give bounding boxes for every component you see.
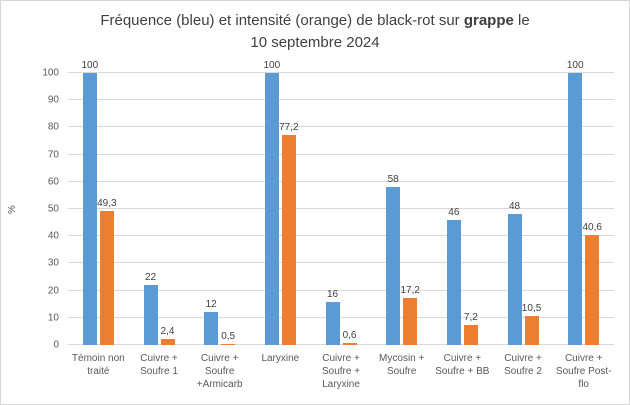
gridline: [68, 262, 614, 264]
plot-area: 100 49,3 22 2,4 12 0,5 100 77,2 16 0,6 58 17,2 46 7,2…: [68, 60, 614, 345]
gridline: [68, 72, 614, 73]
frequency-bar: 16: [325, 289, 340, 345]
bar-group: 100 77,2: [250, 60, 311, 345]
bar-group: 12 0,5: [189, 73, 250, 345]
y-tick-label: 80: [47, 121, 59, 133]
frequency-bar: 100: [264, 60, 280, 345]
category-label: Cuivre + Soufre Post-flo: [555, 353, 612, 390]
frequency-bar: 12: [204, 299, 219, 345]
y-tick-label: 0: [53, 339, 59, 351]
bar-group: 100 49,3: [68, 60, 129, 345]
y-tick-label: 70: [47, 149, 59, 161]
gridline: [68, 235, 614, 237]
bar-group: 58 17,2: [371, 73, 432, 345]
category-label: Cuivre + Soufre + Laryxine: [321, 353, 361, 390]
y-tick-label: 30: [47, 257, 59, 269]
data-label: 100: [566, 60, 584, 71]
bar-groups: 100 49,3 22 2,4 12 0,5 100 77,2 16 0,6 58 17,2 46 7,2…: [68, 60, 614, 345]
chart-title-bold: grappe: [463, 12, 514, 29]
y-tick-label: 100: [42, 67, 59, 79]
frequency-bar: 22: [143, 272, 158, 345]
bar-group: 22 2,4: [129, 73, 190, 345]
chart-title-line1: Fréquence (bleu) et intensité (orange) d…: [31, 10, 599, 32]
y-tick-label: 50: [47, 203, 59, 215]
gridline: [68, 153, 614, 155]
data-label: 12: [205, 299, 217, 311]
y-tick-label: 20: [47, 285, 59, 297]
data-label: 7,2: [463, 312, 478, 324]
frequency-bar: 100: [567, 60, 584, 345]
x-axis-labels: Témoin non traité Cuivre + Soufre 1 Cuivre…: [68, 352, 614, 391]
y-tick-label: 10: [47, 312, 59, 324]
data-label: 46: [448, 206, 460, 218]
y-axis: 0 10 20 30 40 50 60 70 80 90 100: [1, 68, 59, 351]
gridline: [68, 316, 614, 318]
chart-title-suffix: le: [513, 12, 530, 29]
bar-group: 100 40,6: [553, 60, 614, 345]
data-label: 77,2: [279, 122, 299, 133]
data-label: 10,5: [521, 303, 542, 315]
data-label: 100: [263, 60, 281, 71]
gridline: [68, 289, 614, 291]
data-label: 40,6: [582, 221, 602, 233]
data-label: 100: [81, 60, 99, 71]
data-label: 0,5: [221, 330, 236, 342]
data-label: 2,4: [160, 325, 175, 337]
data-label: 58: [387, 174, 399, 186]
gridline: [68, 344, 614, 345]
intensity-bar: 0,5: [221, 331, 236, 345]
data-label: 17,2: [400, 285, 420, 297]
y-tick-label: 90: [47, 94, 59, 106]
intensity-bar: 17,2: [400, 285, 420, 345]
data-label: 48: [508, 201, 521, 213]
intensity-bar: 10,5: [522, 303, 541, 345]
chart-title-prefix: Fréquence (bleu) et intensité (orange) d…: [100, 12, 464, 29]
intensity-bar: 77,2: [279, 122, 299, 345]
gridline: [68, 126, 614, 128]
frequency-bar: 46: [446, 207, 461, 345]
gridline: [68, 99, 614, 101]
bar-group: 16 0,6: [311, 73, 372, 345]
gridline: [68, 208, 614, 209]
data-label: 49,3: [97, 197, 117, 209]
chart-title-line2: 10 septembre 2024: [250, 34, 380, 51]
intensity-bar: 0,6: [342, 330, 357, 345]
intensity-bar: 40,6: [582, 222, 602, 345]
y-tick-label: 60: [47, 176, 59, 188]
gridline: [68, 180, 614, 182]
category-label: Cuivre + Soufre 1: [140, 353, 178, 377]
data-label: 16: [326, 288, 339, 300]
category-label: Cuivre + Soufre 2: [504, 353, 542, 377]
category-label: Cuivre + Soufre + BB: [435, 353, 490, 377]
frequency-bar: 100: [81, 60, 98, 345]
data-label: 22: [144, 272, 157, 284]
frequency-bar: 58: [386, 174, 401, 345]
category-label: Cuivre + Soufre +Armicarb: [196, 353, 243, 390]
bar-group: 46 7,2: [432, 73, 493, 345]
category-label: Témoin non traité: [71, 353, 125, 377]
y-tick-label: 40: [47, 230, 59, 242]
intensity-bar: 7,2: [463, 312, 478, 345]
data-label: 0,6: [342, 330, 357, 342]
intensity-bar: 2,4: [160, 326, 175, 345]
chart-title: Fréquence (bleu) et intensité (orange) d…: [31, 10, 599, 54]
category-label: Mycosin + Soufre: [379, 353, 425, 377]
intensity-bar: 49,3: [97, 198, 117, 345]
frequency-bar: 48: [507, 201, 522, 345]
bar-group: 48 10,5: [493, 73, 554, 345]
category-label: Laryxine: [261, 353, 300, 364]
